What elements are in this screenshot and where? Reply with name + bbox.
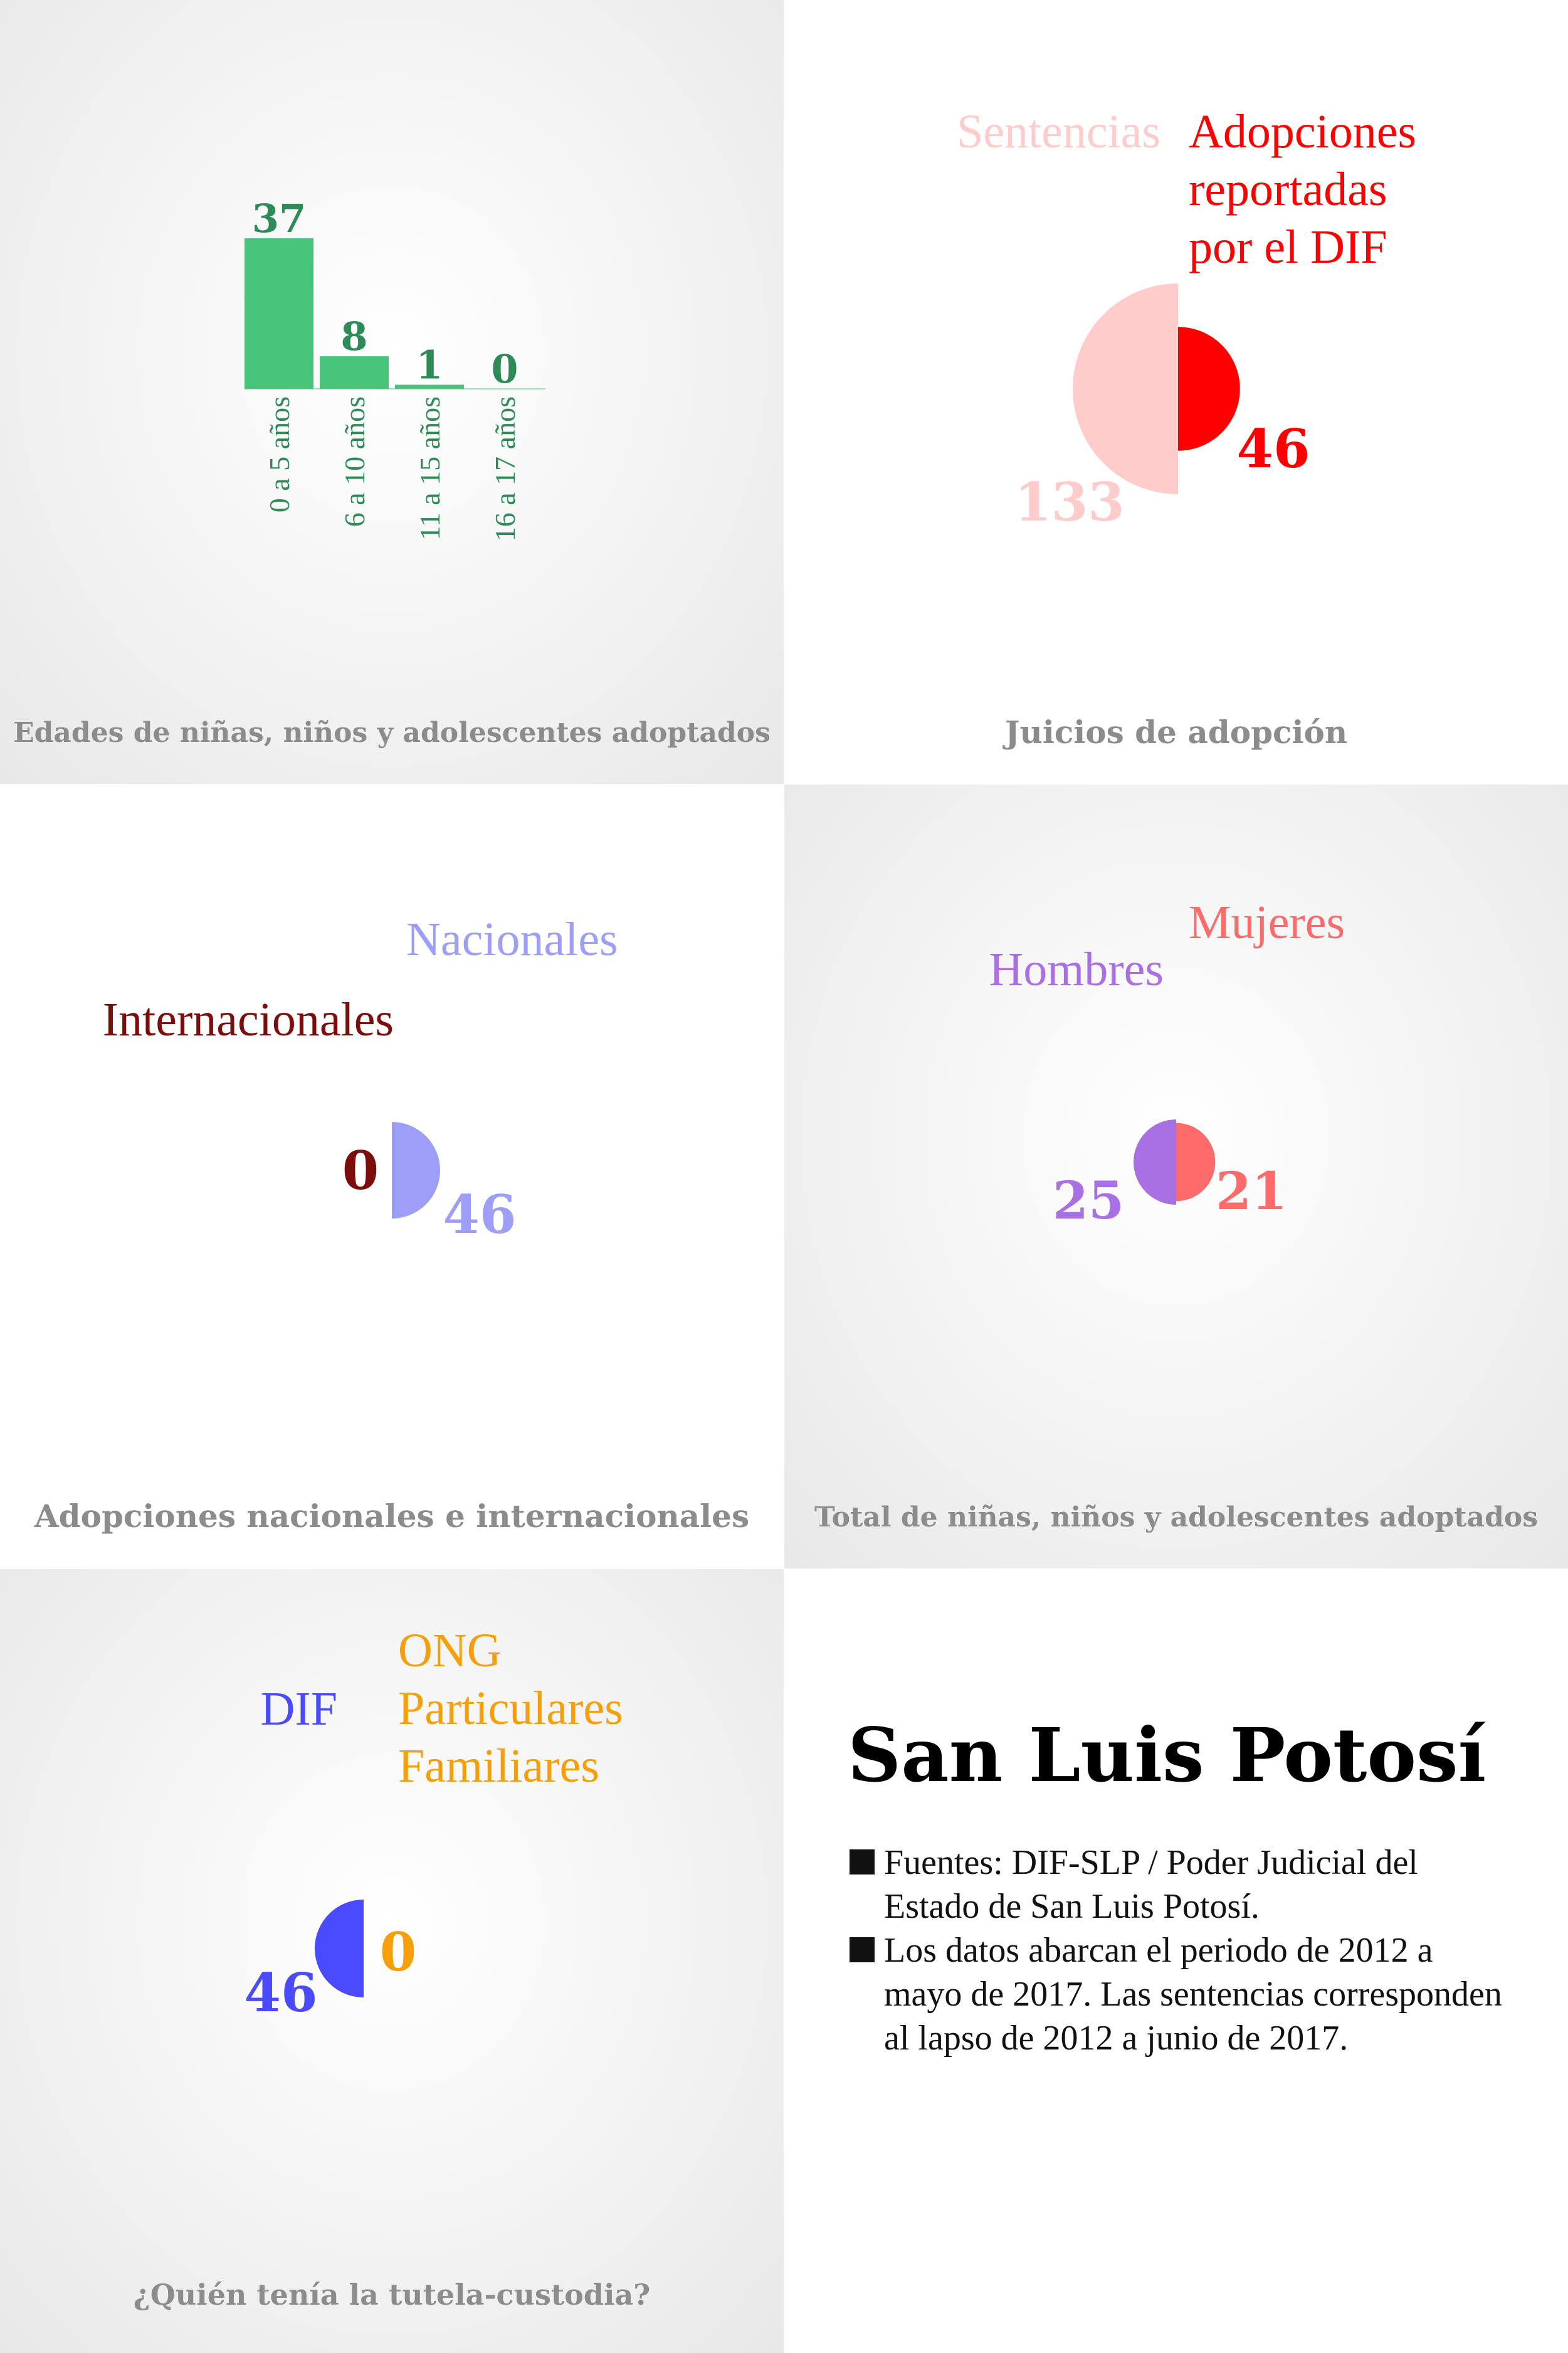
ages-bar-chart: 37 0 a 5 años 8 6 a 10 años 1 11 a 15 años 016…	[245, 196, 545, 541]
juicios-caption: Juicios de adopción	[1004, 714, 1348, 751]
value-label-hombres: 25	[1053, 1171, 1124, 1231]
panel-tutela: 46 0 DIF ONG Particulares Familiares ¿Quién t…	[0, 1569, 784, 2353]
legend-label-hombres: Hombres	[989, 943, 1164, 996]
panel-genero: 25 21 Hombres Mujeres Total de niñas, niños…	[784, 785, 1568, 1568]
value-label-16-a-17-anos: 0	[491, 346, 518, 392]
note-text: Fuentes: DIF-SLP / Poder Judicial del Es…	[884, 1843, 1418, 1926]
legend-label-ong-particulares-familiares-line-2: Particulares	[398, 1682, 623, 1735]
bullet-square-icon	[850, 1849, 875, 1874]
half-circle-hombres	[1134, 1119, 1176, 1205]
value-label-ong-particulares-familiares: 0	[380, 1921, 416, 1983]
panel-juicios: 133 46 Sentencias Adopciones reportadas por e…	[784, 0, 1568, 784]
bar-6-a-10-anos	[320, 356, 389, 389]
legend-label-mujeres: Mujeres	[1189, 896, 1345, 949]
note-sources: Fuentes: DIF-SLP / Poder Judicial del Es…	[850, 1841, 1514, 1928]
panel-info	[784, 1569, 1568, 2352]
legend-label-internacionales: Internacionales	[103, 993, 394, 1046]
tick-label-0-a-5-anos: 0 a 5 años	[263, 396, 295, 512]
legend-label-nacionales: Nacionales	[406, 913, 618, 966]
genero-pie-chart: 25 21 Hombres Mujeres	[989, 896, 1345, 1231]
legend-label-adopciones-reportadas-por-el-dif-line-2: reportadas	[1189, 163, 1387, 216]
page-title: San Luis Potosí	[848, 1711, 1486, 1799]
bullet-square-icon	[850, 1937, 875, 1962]
bar-11-a-15-anos	[395, 384, 464, 389]
half-circle-mujeres	[1176, 1123, 1216, 1202]
value-label-6-a-10-anos: 8	[340, 314, 367, 359]
legend-label-ong-particulares-familiares-line-3: Familiares	[398, 1740, 599, 1792]
value-label-adopciones-reportadas-por-el-dif: 46	[1237, 418, 1310, 480]
tick-label-11-a-15-anos: 11 a 15 años	[414, 396, 446, 541]
tick-label-6-a-10-anos: 6 a 10 años	[339, 396, 371, 527]
half-circle-sentencias	[1073, 283, 1178, 494]
value-label-0-a-5-anos: 37	[252, 196, 306, 241]
value-label-11-a-15-anos: 1	[416, 342, 443, 388]
half-circle-nacionales	[392, 1122, 440, 1219]
notes-list: Fuentes: DIF-SLP / Poder Judicial del Es…	[850, 1841, 1514, 2060]
panel-nacionales: 0 46 Internacionales Nacionales Adopciones …	[0, 785, 784, 1568]
nacionales-caption: Adopciones nacionales e internacionales	[34, 1498, 750, 1535]
note-period: Los datos abarcan el periodo de 2012 a m…	[850, 1928, 1514, 2060]
bar-0-a-5-anos	[245, 238, 313, 389]
value-label-dif: 46	[245, 1962, 318, 2024]
legend-label-dif: DIF	[261, 1683, 337, 1735]
panel-ages: 37 0 a 5 años 8 6 a 10 años 1 11 a 15 años 0 16…	[0, 0, 784, 784]
legend-label-adopciones-reportadas-por-el-dif-line-1: Adopciones	[1189, 105, 1416, 158]
half-circle-dif	[315, 1900, 364, 1997]
legend-label-adopciones-reportadas-por-el-dif-line-3: por el DIF	[1189, 221, 1387, 273]
value-label-internacionales: 0	[342, 1139, 379, 1202]
ages-caption: Edades de niñas, niños y adolescentes ad…	[13, 717, 771, 749]
legend-label-ong-particulares-familiares-line-1: ONG	[398, 1624, 502, 1677]
tick-label-16-a-17-anos: 16 a 17 años	[489, 396, 521, 541]
note-text: Los datos abarcan el periodo de 2012 a m…	[884, 1931, 1502, 2058]
legend-label-sentencias: Sentencias	[957, 105, 1160, 158]
tutela-caption: ¿Quién tenía la tutela-custodia?	[133, 2278, 651, 2312]
genero-caption: Total de niñas, niños y adolescentes ado…	[814, 1501, 1538, 1533]
value-label-nacionales: 46	[443, 1183, 517, 1245]
value-label-sentencias: 133	[1014, 471, 1124, 533]
half-circle-adopciones-reportadas-por-el-dif	[1178, 327, 1240, 451]
value-label-mujeres: 21	[1216, 1161, 1287, 1222]
